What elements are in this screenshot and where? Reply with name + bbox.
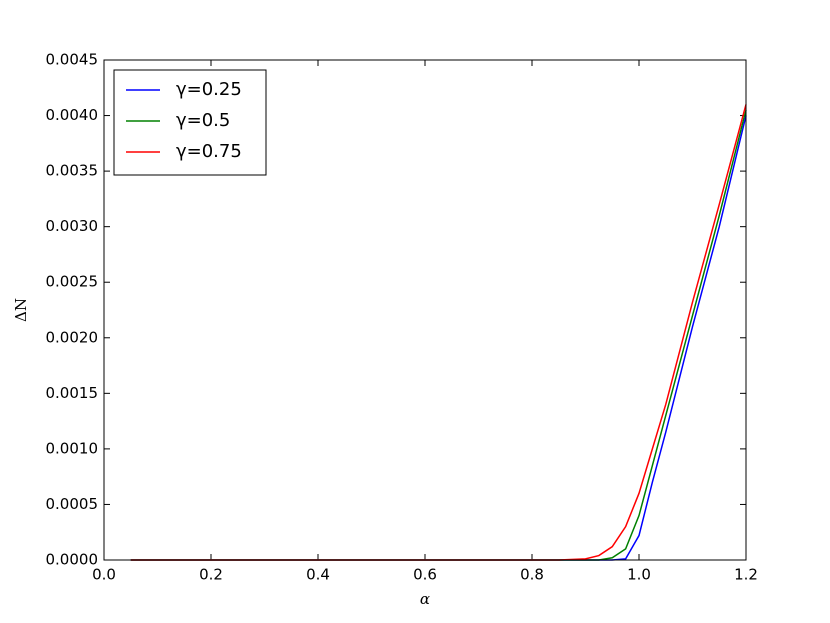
x-tick-label: 0.2: [199, 566, 223, 584]
legend-label: γ=0.25: [176, 79, 242, 100]
x-axis-label: α: [420, 590, 430, 608]
plot-frame: [103, 59, 747, 561]
y-axis-label: ΔN: [12, 298, 30, 322]
x-tick-label: 0.6: [413, 566, 437, 584]
y-tick-label: 0.0030: [46, 217, 99, 235]
legend-label: γ=0.75: [176, 141, 242, 162]
x-tick-label: 1.2: [734, 566, 758, 584]
x-tick-label: 1.0: [627, 566, 651, 584]
y-tick-label: 0.0015: [46, 384, 99, 402]
series-line: [130, 109, 747, 561]
y-tick-label: 0.0000: [46, 551, 99, 569]
x-tick-label: 0.8: [520, 566, 544, 584]
y-tick-label: 0.0005: [46, 495, 99, 513]
y-tick-label: 0.0035: [46, 162, 99, 180]
x-tick-label: 0.0: [92, 566, 116, 584]
x-tick-label: 0.4: [306, 566, 330, 584]
legend-box: [113, 69, 267, 176]
y-tick-label: 0.0020: [46, 328, 99, 346]
y-tick-label: 0.0025: [46, 273, 99, 291]
y-tick-label: 0.0010: [46, 439, 99, 457]
y-tick-label: 0.0045: [46, 51, 99, 69]
series-line: [130, 115, 747, 561]
y-tick-label: 0.0040: [46, 106, 99, 124]
legend-label: γ=0.5: [176, 110, 230, 131]
